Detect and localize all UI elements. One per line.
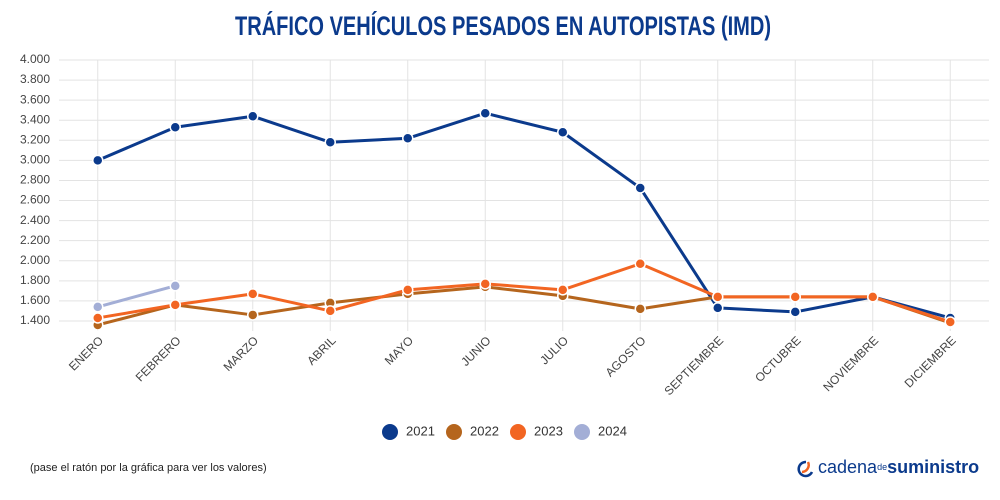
x-tick-label: AGOSTO [603, 333, 649, 379]
point [712, 302, 724, 314]
chart-title: TRÁFICO VEHÍCULOS PESADOS EN AUTOPISTAS … [235, 10, 771, 41]
point [169, 280, 181, 292]
x-tick-label: NOVIEMBRE [820, 333, 881, 394]
y-tick-label: 3.600 [20, 92, 50, 106]
y-tick-label: 2.000 [20, 253, 50, 267]
legend-marker [382, 424, 398, 440]
point [92, 301, 104, 313]
point [169, 299, 181, 311]
point [92, 312, 104, 324]
legend-label: 2024 [598, 423, 627, 438]
y-tick-label: 1.400 [20, 313, 50, 327]
point [324, 305, 336, 317]
point [247, 288, 259, 300]
logo-text: cadenadesuministro [818, 457, 979, 477]
legend-marker [574, 424, 590, 440]
logo: cadenadesuministro [797, 457, 979, 478]
point [789, 291, 801, 303]
point [479, 278, 491, 290]
x-tick-label: SEPTIEMBRE [662, 333, 727, 398]
point [867, 291, 879, 303]
x-tick-label: JULIO [537, 333, 571, 367]
logo-part: suministro [887, 457, 979, 477]
y-tick-label: 3.000 [20, 153, 50, 167]
point [169, 121, 181, 133]
point [247, 110, 259, 122]
point [479, 107, 491, 119]
legend-label: 2022 [470, 423, 499, 438]
point [557, 284, 569, 296]
series-line [97, 262, 951, 324]
x-tick-label: ENERO [66, 333, 106, 373]
point [247, 309, 259, 321]
y-tick-label: 2.400 [20, 213, 50, 227]
legend-marker [446, 424, 462, 440]
series-line [97, 111, 951, 320]
x-tick-label: FEBRERO [133, 333, 184, 384]
x-tick-label: MAYO [382, 333, 416, 367]
x-tick-label: ABRIL [304, 333, 339, 368]
legend-label: 2023 [534, 423, 563, 438]
y-tick-label: 2.800 [20, 173, 50, 187]
x-tick-label: MARZO [221, 333, 262, 374]
point [324, 136, 336, 149]
legend-marker [510, 424, 526, 440]
logo-part: cadena [818, 457, 878, 477]
point [789, 306, 801, 318]
x-tick-label: JUNIO [458, 333, 493, 368]
point [944, 316, 956, 328]
y-tick-label: 1.800 [20, 273, 50, 287]
series-line [97, 284, 176, 309]
y-tick-label: 2.200 [20, 233, 50, 247]
point [634, 303, 646, 315]
y-tick-label: 4.000 [20, 52, 50, 66]
point [712, 291, 724, 303]
point [92, 154, 104, 167]
point [634, 182, 646, 194]
y-tick-label: 1.600 [20, 293, 50, 307]
note: (pase el ratón por la gráfica para ver l… [30, 462, 267, 474]
point [557, 126, 569, 139]
y-tick-label: 3.200 [20, 132, 50, 146]
x-tick-label: OCTUBRE [752, 333, 803, 384]
point [402, 132, 414, 145]
logo-icon [801, 461, 810, 474]
y-tick-label: 2.600 [20, 193, 50, 207]
legend-label: 2021 [406, 423, 435, 438]
x-tick-label: DICIEMBRE [902, 333, 959, 390]
logo-icon [797, 460, 814, 478]
y-tick-label: 3.400 [20, 112, 50, 126]
point [402, 284, 414, 296]
logo-part: de [877, 462, 887, 472]
y-tick-label: 3.800 [20, 72, 50, 86]
point [634, 258, 646, 270]
